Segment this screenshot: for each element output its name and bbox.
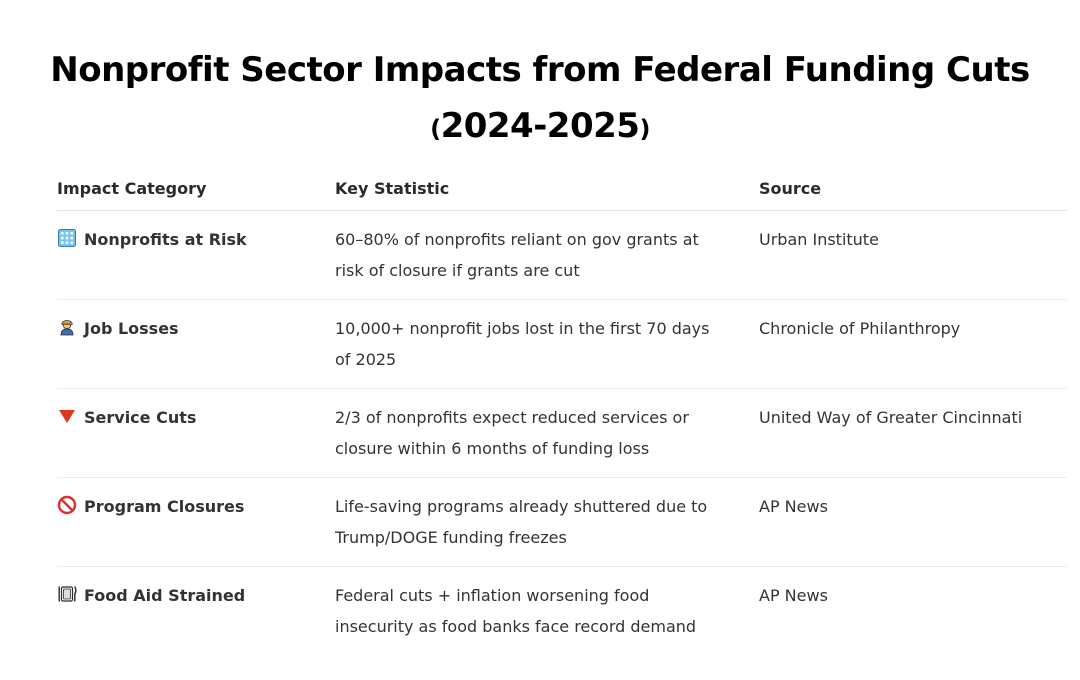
worker-person-icon	[57, 316, 77, 336]
category-cell: Program Closures	[57, 477, 335, 567]
source-cell: United Way of Greater Cincinnati	[759, 388, 1067, 478]
category-label: Program Closures	[84, 497, 245, 516]
title-line-1: Nonprofit Sector Impacts from Federal Fu…	[50, 50, 1030, 90]
statistic-cell: Federal cuts + inflation worsening food …	[335, 586, 697, 636]
title-close-paren: )	[639, 115, 650, 143]
page-title: Nonprofit Sector Impacts from Federal Fu…	[0, 42, 1080, 157]
source-cell: AP News	[759, 586, 828, 605]
statistic-cell: Life-saving programs already shuttered d…	[335, 477, 759, 567]
plate-fork-knife-icon	[57, 583, 77, 603]
title-line-2: (2024-2025)	[0, 98, 1080, 157]
header-impact-category: Impact Category	[57, 166, 335, 211]
category-label: Job Losses	[84, 319, 179, 338]
statistic-cell: 60–80% of nonprofits reliant on gov gran…	[335, 210, 759, 300]
category-label: Food Aid Strained	[84, 586, 246, 605]
statistic-cell: 2/3 of nonprofits expect reduced service…	[335, 388, 759, 478]
table-row: Nonprofits at Risk 60–80% of nonprofits …	[57, 210, 1067, 300]
category-label: Nonprofits at Risk	[84, 230, 247, 249]
source-cell: Chronicle of Philanthropy	[759, 299, 1067, 389]
red-down-triangle-icon	[57, 405, 77, 425]
prohibited-icon	[57, 494, 77, 515]
table-row: Job Losses 10,000+ nonprofit jobs lost i…	[57, 299, 1067, 389]
title-years: 2024-2025	[440, 106, 640, 146]
source-cell: Urban Institute	[759, 210, 1067, 300]
category-cell: Food Aid Strained	[57, 567, 335, 656]
table-header-row: Impact Category Key Statistic Source	[57, 166, 1067, 211]
category-cell: Job Losses	[57, 299, 335, 389]
table-row: Program Closures Life-saving programs al…	[57, 477, 1067, 567]
header-source: Source	[759, 166, 1067, 211]
category-cell: Nonprofits at Risk	[57, 210, 335, 300]
table-row: Food Aid Strained Federal cuts + inflati…	[57, 567, 1067, 656]
office-building-icon	[57, 227, 77, 247]
category-cell: Service Cuts	[57, 388, 335, 478]
source-cell: AP News	[759, 477, 1067, 567]
header-key-statistic: Key Statistic	[335, 166, 759, 211]
table-row: Service Cuts 2/3 of nonprofits expect re…	[57, 388, 1067, 478]
title-open-paren: (	[430, 115, 441, 143]
statistic-cell: 10,000+ nonprofit jobs lost in the first…	[335, 299, 759, 389]
category-label: Service Cuts	[84, 408, 197, 427]
impact-table: Impact Category Key Statistic Source	[57, 166, 1067, 655]
